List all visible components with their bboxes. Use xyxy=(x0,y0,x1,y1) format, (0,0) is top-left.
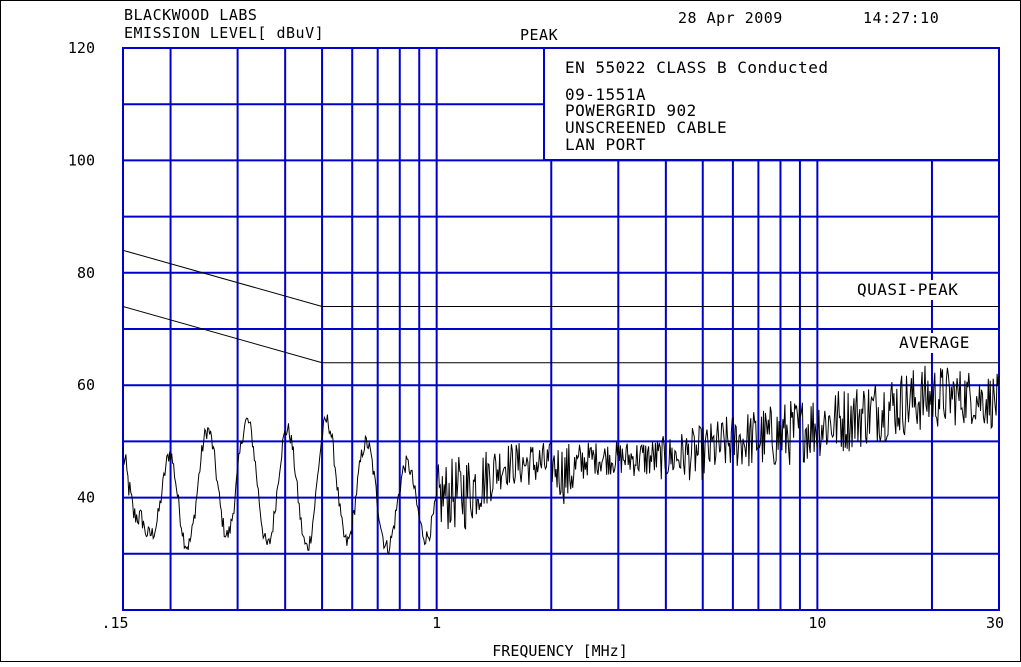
info-line-1: 09-1551A xyxy=(565,85,646,104)
info-box xyxy=(543,47,1000,161)
limit-lines xyxy=(122,249,999,364)
x-tick-label: .15 xyxy=(101,614,128,632)
lab-name: BLACKWOOD LABS xyxy=(124,6,257,24)
info-line-4: LAN PORT xyxy=(565,135,646,154)
x-tick-label: 30 xyxy=(986,614,1004,632)
axis-ticks: 40 60 80 100 120 .15 1 10 30 xyxy=(68,39,1004,632)
detector-mode: PEAK xyxy=(520,26,558,44)
average-limit-line xyxy=(122,306,999,364)
standard-label: EN 55022 CLASS B Conducted xyxy=(565,58,828,77)
avg-label-bg xyxy=(899,333,997,353)
y-tick-label: 40 xyxy=(77,489,95,507)
test-date: 28 Apr 2009 xyxy=(678,9,783,27)
info-line-2: POWERGRID 902 xyxy=(565,101,697,120)
peak-trace-line xyxy=(122,365,1000,556)
quasi-peak-limit-line xyxy=(122,249,999,307)
test-time: 14:27:10 xyxy=(863,9,939,27)
info-line-3: UNSCREENED CABLE xyxy=(565,118,727,137)
y-tick-label: 120 xyxy=(68,39,95,57)
x-tick-label: 1 xyxy=(432,614,441,632)
x-axis-label: FREQUENCY [MHz] xyxy=(492,642,627,660)
qp-label-bg xyxy=(857,280,997,300)
y-axis-label: EMISSION LEVEL[ dBuV] xyxy=(124,24,324,42)
quasi-peak-label: QUASI-PEAK xyxy=(857,280,958,299)
y-tick-label: 80 xyxy=(77,264,95,282)
y-tick-label: 100 xyxy=(68,151,95,169)
x-tick-label: 10 xyxy=(808,614,826,632)
average-label: AVERAGE xyxy=(899,333,970,352)
y-tick-label: 60 xyxy=(77,376,95,394)
peak-trace xyxy=(122,365,1000,556)
